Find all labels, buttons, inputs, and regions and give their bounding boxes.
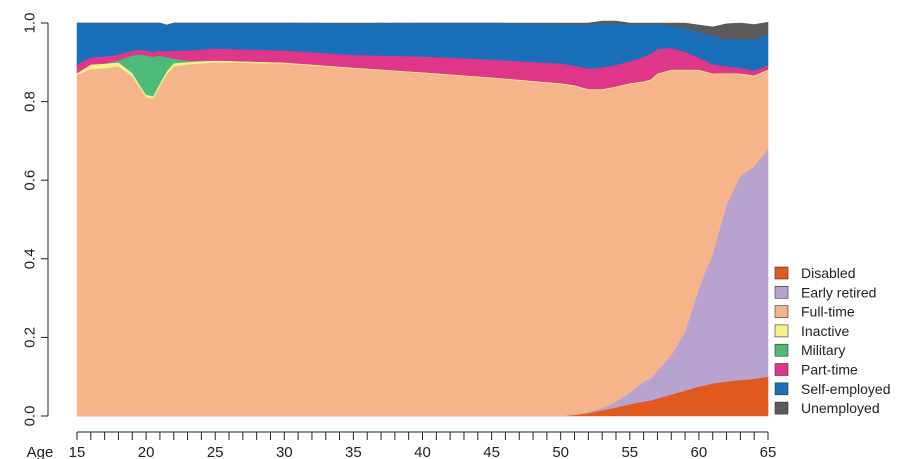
legend-swatch-military — [774, 343, 789, 357]
x-tick-label: 45 — [483, 444, 500, 459]
legend: Disabled Early retired Full-time Inactive Mi… — [774, 265, 891, 416]
x-tick-label: 50 — [552, 444, 569, 459]
x-tick-label: 15 — [69, 444, 86, 459]
legend-swatch-self-employed — [774, 382, 789, 396]
x-tick-label: 65 — [760, 444, 777, 459]
legend-swatch-early-retired — [774, 285, 789, 299]
legend-swatch-full-time — [774, 305, 789, 318]
y-tick-label: 1.0 — [21, 13, 38, 34]
y-tick-label: 0.6 — [21, 170, 38, 191]
x-tick-label: 60 — [691, 444, 708, 459]
x-tick-label: 30 — [276, 444, 293, 459]
legend-label-part-time: Part-time — [801, 362, 858, 378]
y-tick-label: 0.2 — [21, 327, 38, 348]
x-tick-label: 35 — [345, 444, 362, 459]
legend-label-self-employed: Self-employed — [801, 381, 891, 397]
x-tick-label: 20 — [138, 444, 155, 459]
x-axis: Age 15 20 25 30 35 40 45 50 55 60 65 — [27, 431, 777, 459]
legend-swatch-inactive — [774, 324, 789, 338]
legend-label-full-time: Full-time — [801, 304, 855, 320]
y-tick-label: 0.4 — [21, 248, 38, 269]
legend-swatch-unemployed — [774, 401, 789, 415]
y-axis: 0.0 0.2 0.4 0.6 0.8 1.0 — [21, 13, 49, 427]
x-tick-label: 40 — [414, 444, 431, 459]
area-layer — [76, 20, 769, 417]
x-axis-label: Age — [27, 444, 54, 459]
y-tick-label: 0.8 — [21, 91, 38, 112]
legend-label-inactive: Inactive — [801, 323, 849, 339]
y-tick-label: 0.0 — [21, 406, 38, 427]
area-unemployed — [77, 20, 769, 41]
legend-swatch-disabled — [774, 266, 789, 280]
legend-label-unemployed: Unemployed — [801, 400, 880, 416]
x-tick-label: 25 — [207, 444, 224, 459]
legend-swatch-part-time — [774, 363, 789, 376]
legend-label-early-retired: Early retired — [801, 284, 876, 300]
legend-label-disabled: Disabled — [801, 265, 855, 281]
area-full-time — [76, 61, 769, 417]
legend-label-military: Military — [801, 342, 845, 358]
x-tick-label: 55 — [621, 444, 638, 459]
